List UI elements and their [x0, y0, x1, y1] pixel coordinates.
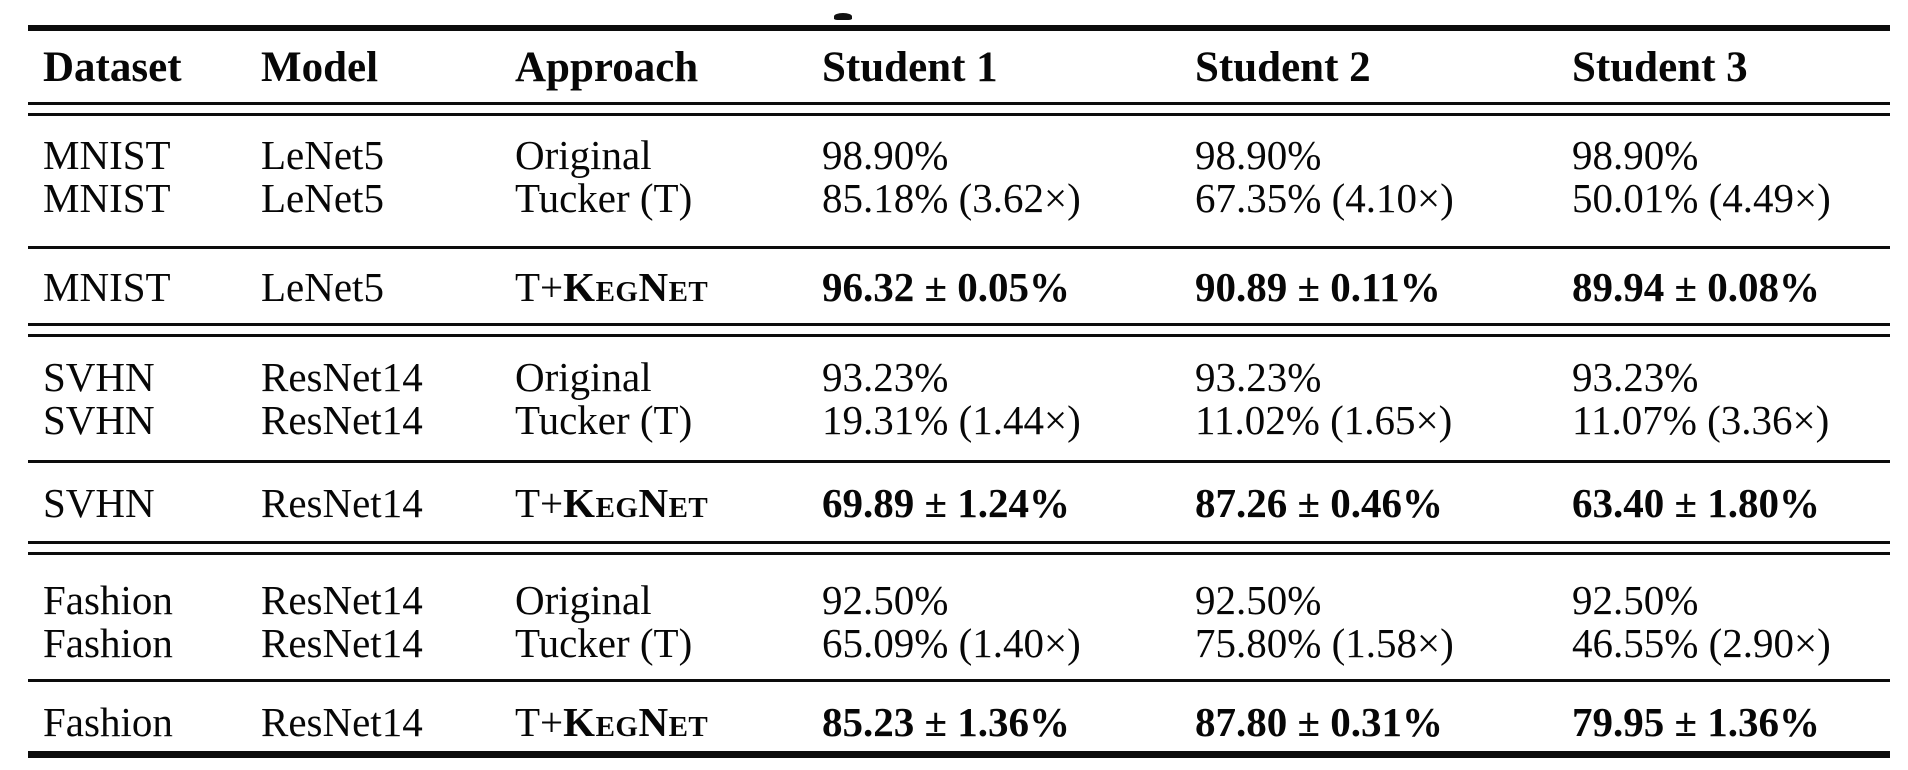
- student3-cell: 11.07% (3.36×): [1572, 397, 1830, 443]
- student3-cell: 92.50%: [1572, 577, 1699, 623]
- student2-cell: 87.26 ± 0.46%: [1195, 480, 1444, 526]
- column-header-dataset: Dataset: [43, 44, 182, 91]
- section-double-rule-bottom: [28, 334, 1890, 337]
- table-row-kegnet: Fashion ResNet14 T+KegNet 85.23 ± 1.36% …: [0, 697, 1908, 747]
- dataset-cell: SVHN: [43, 397, 155, 443]
- approach-cell: T+KegNet: [515, 699, 709, 745]
- dataset-cell: MNIST: [43, 132, 171, 178]
- student3-cell: 93.23%: [1572, 354, 1699, 400]
- model-cell: ResNet14: [261, 620, 423, 666]
- mid-rule-fashion: [28, 679, 1890, 682]
- column-header-student2: Student 2: [1195, 44, 1371, 91]
- student3-cell: 63.40 ± 1.80%: [1572, 480, 1821, 526]
- approach-cell: Original: [515, 354, 652, 400]
- model-cell: ResNet14: [261, 354, 423, 400]
- mid-rule-svhn: [28, 460, 1890, 463]
- model-cell: ResNet14: [261, 480, 423, 526]
- approach-cell: Original: [515, 132, 652, 178]
- dataset-cell: MNIST: [43, 175, 171, 221]
- approach-cell: Tucker (T): [515, 175, 693, 221]
- student1-cell: 65.09% (1.40×): [822, 620, 1081, 666]
- mid-rule-mnist: [28, 246, 1890, 249]
- student1-cell: 85.18% (3.62×): [822, 175, 1081, 221]
- student1-cell: 93.23%: [822, 354, 949, 400]
- approach-cell: T+KegNet: [515, 480, 709, 526]
- column-header-model: Model: [261, 44, 379, 91]
- table-row-kegnet: MNIST LeNet5 T+KegNet 96.32 ± 0.05% 90.8…: [0, 262, 1908, 312]
- dataset-cell: Fashion: [43, 620, 173, 666]
- bottom-rule: [28, 751, 1890, 758]
- model-cell: ResNet14: [261, 699, 423, 745]
- approach-cell: Tucker (T): [515, 397, 693, 443]
- section-double-rule-top: [28, 323, 1890, 326]
- student3-cell: 50.01% (4.49×): [1572, 175, 1831, 221]
- student3-cell: 89.94 ± 0.08%: [1572, 264, 1821, 310]
- student1-cell: 19.31% (1.44×): [822, 397, 1081, 443]
- cropped-caption-fragment: [834, 13, 852, 20]
- column-header-student3: Student 3: [1572, 44, 1748, 91]
- column-header-approach: Approach: [515, 44, 699, 91]
- table-header-row: Dataset Model Approach Student 1 Student…: [0, 43, 1908, 93]
- section-double-rule-bottom: [28, 552, 1890, 555]
- dataset-cell: SVHN: [43, 480, 155, 526]
- table-row-kegnet: SVHN ResNet14 T+KegNet 69.89 ± 1.24% 87.…: [0, 478, 1908, 528]
- student1-cell: 85.23 ± 1.36%: [822, 699, 1071, 745]
- dataset-cell: Fashion: [43, 699, 173, 745]
- student2-cell: 67.35% (4.10×): [1195, 175, 1454, 221]
- table-row: Fashion ResNet14 Original 92.50% 92.50% …: [0, 575, 1908, 625]
- student2-cell: 11.02% (1.65×): [1195, 397, 1453, 443]
- section-double-rule-top: [28, 541, 1890, 544]
- student3-cell: 98.90%: [1572, 132, 1699, 178]
- student2-cell: 93.23%: [1195, 354, 1322, 400]
- approach-cell: Tucker (T): [515, 620, 693, 666]
- table-row: Fashion ResNet14 Tucker (T) 65.09% (1.40…: [0, 618, 1908, 668]
- student1-cell: 98.90%: [822, 132, 949, 178]
- model-cell: LeNet5: [261, 264, 384, 310]
- dataset-cell: MNIST: [43, 264, 171, 310]
- column-header-student1: Student 1: [822, 44, 998, 91]
- header-double-rule-bottom: [28, 113, 1890, 116]
- model-cell: LeNet5: [261, 175, 384, 221]
- student2-cell: 87.80 ± 0.31%: [1195, 699, 1444, 745]
- student3-cell: 79.95 ± 1.36%: [1572, 699, 1821, 745]
- header-double-rule-top: [28, 102, 1890, 105]
- student2-cell: 98.90%: [1195, 132, 1322, 178]
- student1-cell: 92.50%: [822, 577, 949, 623]
- student1-cell: 69.89 ± 1.24%: [822, 480, 1071, 526]
- model-cell: ResNet14: [261, 577, 423, 623]
- dataset-cell: SVHN: [43, 354, 155, 400]
- dataset-cell: Fashion: [43, 577, 173, 623]
- top-rule: [28, 25, 1890, 31]
- approach-cell: Original: [515, 577, 652, 623]
- table-row: SVHN ResNet14 Original 93.23% 93.23% 93.…: [0, 352, 1908, 402]
- table-row: SVHN ResNet14 Tucker (T) 19.31% (1.44×) …: [0, 395, 1908, 445]
- student2-cell: 92.50%: [1195, 577, 1322, 623]
- model-cell: LeNet5: [261, 132, 384, 178]
- table-row: MNIST LeNet5 Original 98.90% 98.90% 98.9…: [0, 130, 1908, 180]
- table-row: MNIST LeNet5 Tucker (T) 85.18% (3.62×) 6…: [0, 173, 1908, 223]
- model-cell: ResNet14: [261, 397, 423, 443]
- student2-cell: 75.80% (1.58×): [1195, 620, 1454, 666]
- student3-cell: 46.55% (2.90×): [1572, 620, 1831, 666]
- student1-cell: 96.32 ± 0.05%: [822, 264, 1071, 310]
- approach-cell: T+KegNet: [515, 264, 709, 310]
- student2-cell: 90.89 ± 0.11%: [1195, 264, 1441, 310]
